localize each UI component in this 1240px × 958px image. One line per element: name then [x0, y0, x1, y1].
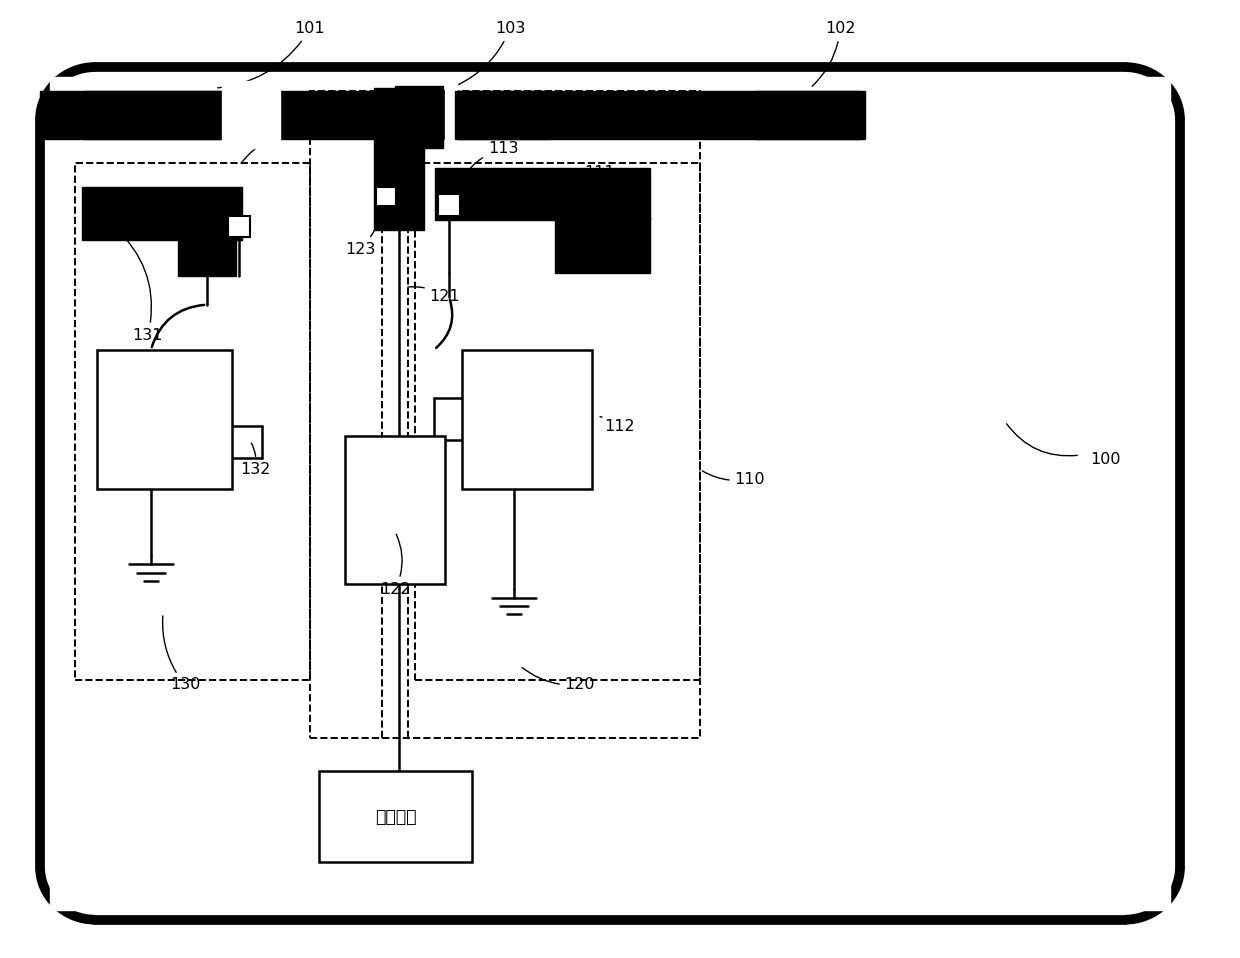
Text: 101: 101: [218, 21, 325, 88]
Bar: [438, 194, 460, 216]
Bar: [50, 77, 1171, 910]
Bar: [179, 236, 236, 276]
Bar: [82, 187, 242, 240]
Bar: [40, 91, 861, 139]
Text: 射频装置: 射频装置: [374, 808, 417, 826]
Bar: [445, 83, 458, 146]
Bar: [228, 216, 250, 237]
Text: 132: 132: [239, 444, 270, 477]
Bar: [463, 350, 591, 489]
Text: 103: 103: [458, 21, 526, 85]
Bar: [222, 81, 280, 148]
Bar: [97, 350, 232, 489]
Text: 102: 102: [812, 21, 856, 86]
Text: 121: 121: [408, 286, 460, 305]
Bar: [556, 217, 650, 273]
Text: 100: 100: [1090, 452, 1120, 468]
Text: 110: 110: [702, 471, 765, 487]
Bar: [376, 187, 396, 206]
Bar: [345, 436, 445, 584]
Bar: [374, 88, 424, 230]
Bar: [435, 168, 650, 220]
Bar: [396, 86, 443, 148]
Text: 130: 130: [162, 616, 200, 693]
Text: 131: 131: [114, 227, 164, 343]
Text: 113: 113: [461, 141, 518, 180]
Text: 133: 133: [242, 126, 303, 163]
Bar: [310, 91, 701, 738]
Bar: [319, 771, 472, 862]
Bar: [86, 91, 219, 139]
Bar: [455, 91, 551, 139]
Bar: [755, 91, 866, 139]
Bar: [415, 163, 701, 680]
Text: 123: 123: [345, 194, 384, 257]
Bar: [74, 163, 310, 680]
Text: 122: 122: [379, 535, 410, 597]
Text: 111: 111: [583, 165, 615, 194]
Text: 120: 120: [522, 668, 595, 693]
Text: 112: 112: [600, 417, 635, 434]
